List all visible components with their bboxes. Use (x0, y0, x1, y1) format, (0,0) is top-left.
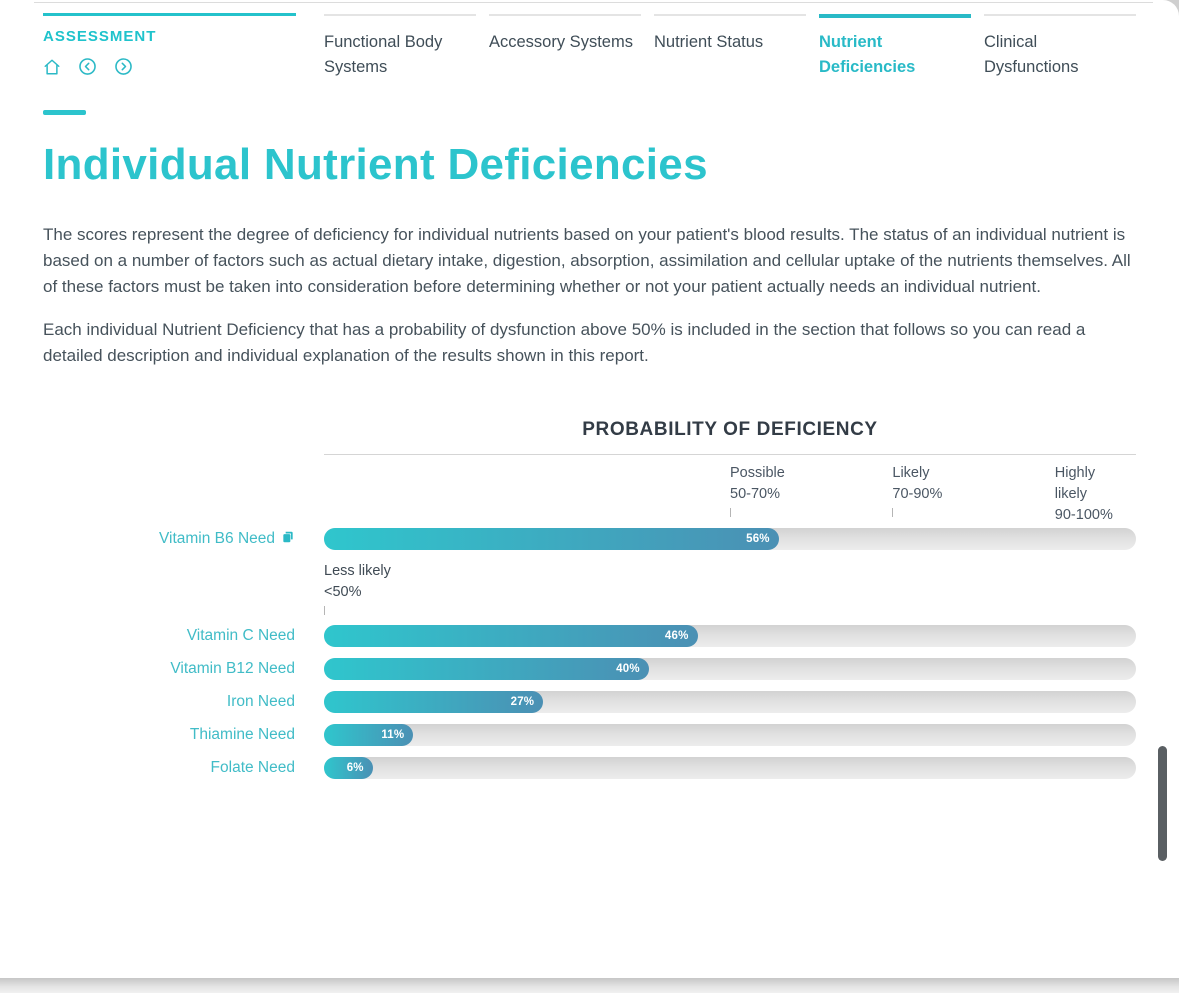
bar-label-text: Folate Need (210, 759, 295, 776)
window-corner (1153, 0, 1179, 26)
bar-value-label: 40% (616, 663, 640, 675)
assessment-label: ASSESSMENT (43, 28, 157, 45)
bar-track: 46% (324, 625, 1136, 647)
bar-fill: 11% (324, 724, 414, 746)
bar-value-label: 27% (510, 696, 535, 708)
report-content: ASSESSMENT (43, 13, 1136, 779)
bar-label-text: Vitamin B6 Need (158, 530, 275, 547)
bar-value-label: 46% (664, 630, 689, 642)
home-icon[interactable] (43, 58, 61, 76)
bar-label-vitamin-b12[interactable]: Vitamin B12 Need (43, 660, 324, 678)
window-bottom-edge (0, 978, 1179, 993)
threshold-range: 50-70% (730, 486, 780, 502)
threshold-label: Possible (730, 465, 785, 481)
bar-row: Folate Need 6% (43, 757, 1136, 779)
bar-label-text: Thiamine Need (189, 726, 295, 743)
report-pages-icon[interactable] (281, 530, 295, 549)
threshold-label: Likely (892, 465, 930, 481)
assessment-nav-icons (43, 57, 296, 76)
bar-track: 56% (324, 528, 1136, 550)
bar-label-iron[interactable]: Iron Need (43, 693, 324, 711)
probability-of-deficiency-chart: PROBABILITY OF DEFICIENCY Possible 50-70… (43, 419, 1136, 779)
bar-track: 40% (324, 658, 1136, 680)
bar-track: 6% (324, 757, 1136, 779)
bar-fill: 46% (324, 625, 698, 647)
threshold-label: Highly likely (1054, 465, 1096, 502)
intro-paragraph: Each individual Nutrient Deficiency that… (43, 320, 1086, 365)
tab-clinical-dysfunctions[interactable]: Clinical Dysfunctions (984, 14, 1136, 80)
axis-tick (324, 606, 325, 615)
window-top-border (34, 2, 1179, 3)
bar-row: Vitamin B6 Need 56% (43, 528, 1136, 550)
threshold-range: 70-90% (892, 486, 943, 502)
page-title: Individual Nutrient Deficiencies (43, 140, 708, 189)
previous-icon[interactable] (78, 57, 97, 76)
bar-fill: 40% (324, 658, 649, 680)
less-likely-annotation: Less likely <50% (43, 561, 1136, 615)
title-accent-dash (43, 110, 86, 115)
bar-fill: 6% (324, 757, 373, 779)
assessment-navbar: ASSESSMENT (43, 13, 1136, 80)
chart-title: PROBABILITY OF DEFICIENCY (582, 419, 878, 440)
tab-nutrient-deficiencies[interactable]: Nutrient Deficiencies (819, 14, 971, 80)
bar-row: Iron Need 27% (43, 691, 1136, 713)
bar-label-folate[interactable]: Folate Need (43, 759, 324, 777)
tab-accessory-systems[interactable]: Accessory Systems (489, 14, 641, 80)
scrollbar-thumb[interactable] (1158, 746, 1167, 861)
bar-label-thiamine[interactable]: Thiamine Need (43, 726, 324, 744)
axis-tick (892, 508, 894, 517)
bar-track: 11% (324, 724, 1136, 746)
bar-fill: 56% (324, 528, 779, 550)
intro-paragraph: The scores represent the degree of defic… (43, 225, 1131, 296)
assessment-section: ASSESSMENT (43, 13, 296, 76)
threshold-possible: Possible 50-70% (730, 463, 796, 517)
report-tabs: Functional Body Systems Accessory System… (324, 14, 1136, 80)
tab-functional-body-systems[interactable]: Functional Body Systems (324, 14, 476, 80)
bar-label-vitamin-b6[interactable]: Vitamin B6 Need (43, 530, 324, 549)
threshold-likely: Likely 70-90% (892, 463, 958, 517)
bar-value-label: 6% (346, 762, 364, 774)
less-likely-label: Less likely (324, 563, 391, 579)
intro-text: The scores represent the degree of defic… (43, 222, 1136, 369)
bar-row: Thiamine Need 11% (43, 724, 1136, 746)
bar-row: Vitamin B12 Need 40% (43, 658, 1136, 680)
bar-label-vitamin-c[interactable]: Vitamin C Need (43, 627, 324, 645)
bar-label-text: Vitamin C Need (186, 627, 295, 644)
axis-tick (730, 508, 731, 517)
threshold-highly-likely: Highly likely 90-100% (1055, 463, 1121, 526)
bar-value-label: 11% (381, 729, 405, 741)
bar-value-label: 56% (746, 533, 770, 545)
next-icon[interactable] (114, 57, 133, 76)
bar-fill: 27% (324, 691, 544, 713)
bar-label-text: Iron Need (226, 693, 295, 710)
bar-track: 27% (324, 691, 1136, 713)
bar-row: Vitamin C Need 46% (43, 625, 1136, 647)
threshold-range: 90-100% (1054, 507, 1113, 523)
bar-label-text: Vitamin B12 Need (170, 660, 295, 677)
less-likely-range: <50% (324, 584, 362, 600)
chart-axis-header: Possible 50-70% Likely 70-90% Highly lik… (324, 454, 1136, 528)
tab-nutrient-status[interactable]: Nutrient Status (654, 14, 806, 80)
